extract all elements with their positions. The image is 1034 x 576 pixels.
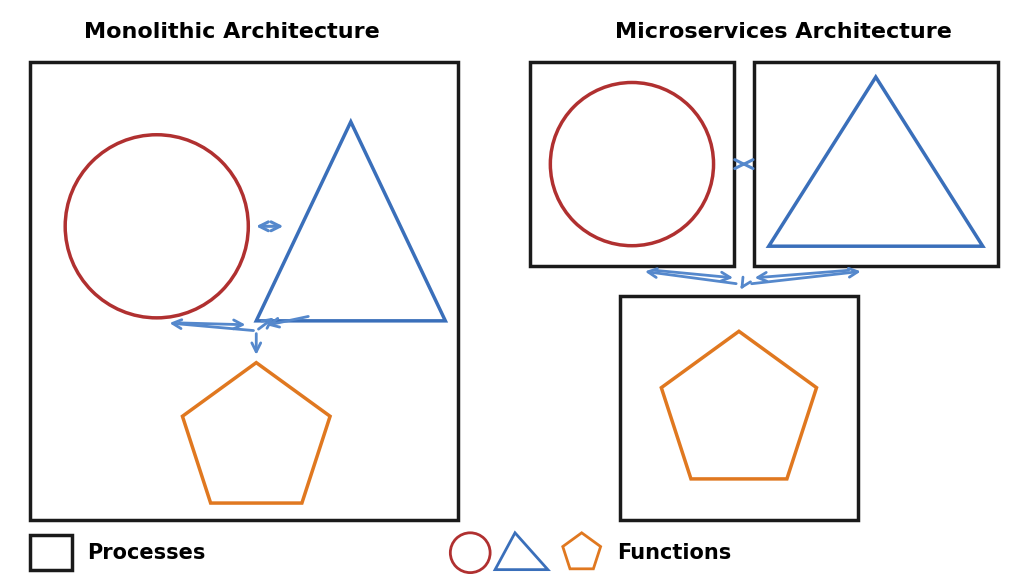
Text: Processes: Processes bbox=[87, 543, 206, 563]
Circle shape bbox=[451, 533, 490, 573]
Bar bbox=[754, 62, 998, 266]
Bar bbox=[619, 296, 858, 520]
Bar bbox=[530, 62, 734, 266]
Polygon shape bbox=[182, 363, 330, 503]
Polygon shape bbox=[495, 533, 548, 570]
Circle shape bbox=[65, 135, 248, 318]
Polygon shape bbox=[769, 77, 982, 246]
Text: Functions: Functions bbox=[617, 543, 732, 563]
Text: Microservices Architecture: Microservices Architecture bbox=[615, 22, 952, 42]
Polygon shape bbox=[562, 533, 601, 569]
Circle shape bbox=[550, 82, 713, 246]
Bar bbox=[30, 62, 458, 520]
Text: Monolithic Architecture: Monolithic Architecture bbox=[84, 22, 379, 42]
Polygon shape bbox=[662, 331, 817, 479]
Polygon shape bbox=[256, 122, 446, 321]
Bar bbox=[30, 535, 72, 570]
